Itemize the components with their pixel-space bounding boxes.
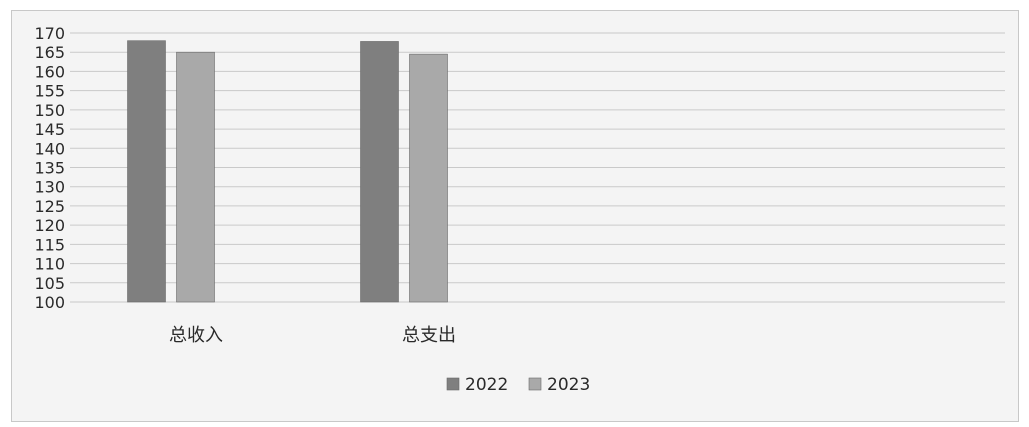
y-tick-label: 165: [34, 43, 65, 62]
y-tick-label: 155: [34, 82, 65, 101]
y-tick-label: 125: [34, 197, 65, 216]
grid-lines: [70, 32, 1005, 303]
bar-2022-总支出: [360, 41, 399, 303]
y-tick-label: 170: [34, 24, 65, 43]
y-tick-label: 120: [34, 216, 65, 235]
y-tick-label: 105: [34, 274, 65, 293]
y-tick-label: 150: [34, 101, 65, 120]
bar-2022-总收入: [127, 40, 166, 303]
bars: [127, 40, 448, 303]
y-tick-label: 130: [34, 178, 65, 197]
legend-swatch: [528, 377, 542, 391]
y-tick-label: 100: [34, 293, 65, 312]
category-label: 总支出: [402, 325, 456, 346]
category-labels: 总收入 总支出: [169, 325, 456, 346]
category-label: 总收入: [169, 325, 223, 346]
legend: 2022 2023: [446, 375, 590, 395]
y-tick-label: 135: [34, 159, 65, 178]
y-tick-label: 145: [34, 120, 65, 139]
y-tick-label: 140: [34, 139, 65, 158]
y-tick-label: 160: [34, 62, 65, 81]
y-axis-tick-labels: 1001051101151201251301351401451501551601…: [34, 24, 65, 312]
legend-label: 2023: [547, 375, 590, 395]
bar-2023-总收入: [176, 51, 215, 303]
y-tick-label: 115: [34, 235, 65, 254]
legend-swatch: [446, 377, 460, 391]
legend-label: 2022: [465, 375, 508, 395]
y-tick-label: 110: [34, 255, 65, 274]
bar-2023-总支出: [409, 53, 448, 303]
